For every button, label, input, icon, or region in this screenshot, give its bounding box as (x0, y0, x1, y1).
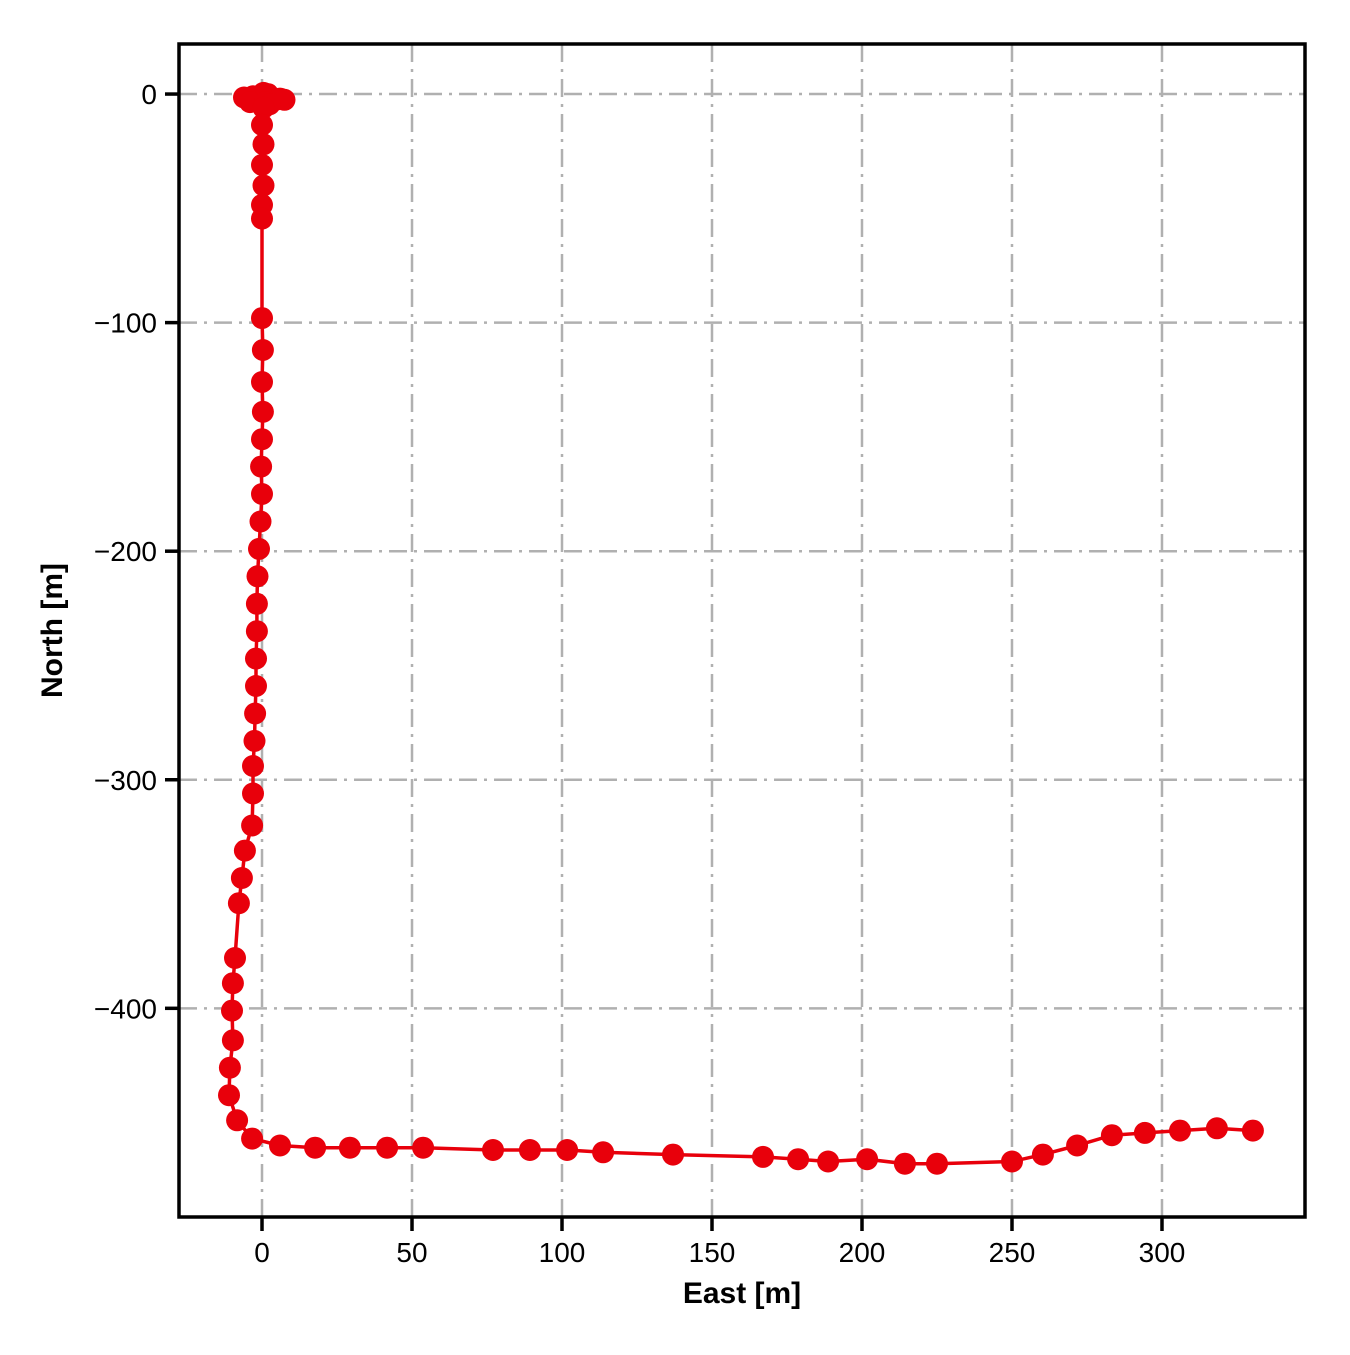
y-tick-label: −200 (94, 536, 157, 567)
data-point (245, 592, 268, 615)
data-point (227, 892, 250, 915)
data-point (243, 729, 266, 752)
data-point (248, 537, 270, 560)
data-point (252, 133, 275, 156)
data-point (230, 867, 253, 889)
data-point (251, 153, 273, 176)
x-tick-label: 100 (539, 1237, 586, 1268)
data-point (1100, 1124, 1123, 1147)
x-tick-label: 250 (989, 1237, 1036, 1268)
data-point (233, 839, 256, 862)
data-point (218, 1056, 241, 1079)
data-point (856, 1148, 879, 1171)
data-point (1066, 1134, 1089, 1157)
plot-background (179, 44, 1305, 1217)
data-point (251, 307, 273, 330)
y-axis-label: North [m] (36, 563, 69, 698)
data-point (251, 483, 273, 505)
y-tick-label: −400 (94, 993, 157, 1024)
data-point (893, 1152, 916, 1175)
y-tick-label: 0 (141, 79, 157, 110)
data-point (242, 755, 264, 777)
data-point (817, 1150, 840, 1173)
data-point (221, 972, 244, 995)
data-point (252, 174, 275, 197)
data-point (245, 647, 267, 670)
data-point (224, 947, 246, 969)
x-tick-label: 0 (254, 1237, 270, 1268)
data-point (376, 1136, 399, 1159)
data-point (245, 675, 267, 697)
data-point (251, 400, 274, 423)
data-point (338, 1136, 361, 1159)
data-point (245, 620, 268, 643)
data-point (592, 1141, 615, 1164)
data-point (250, 455, 273, 478)
data-point (304, 1136, 327, 1159)
data-point (269, 1134, 291, 1157)
data-point (1241, 1119, 1264, 1142)
x-tick-label: 300 (1139, 1237, 1186, 1268)
x-axis-label: East [m] (683, 1277, 801, 1310)
data-point (1205, 1117, 1228, 1140)
data-point (249, 510, 272, 533)
data-point (242, 782, 264, 805)
data-point (251, 371, 273, 393)
x-tick-label: 150 (689, 1237, 736, 1268)
y-tick-label: −100 (94, 308, 157, 339)
data-point (251, 339, 274, 361)
data-point (251, 207, 273, 230)
data-point (251, 113, 273, 136)
data-point (241, 1127, 264, 1150)
data-point (241, 814, 264, 837)
data-point (482, 1139, 504, 1161)
data-point (218, 1084, 240, 1107)
data-point (252, 96, 275, 119)
x-tick-label: 50 (396, 1237, 427, 1268)
data-point (246, 565, 269, 588)
data-point (752, 1145, 774, 1168)
data-point (244, 702, 267, 725)
x-tick-label: 200 (839, 1237, 886, 1268)
data-point (556, 1139, 579, 1161)
data-point (1031, 1143, 1054, 1166)
data-point (518, 1139, 541, 1161)
data-point (251, 428, 273, 451)
data-point (1133, 1121, 1156, 1144)
data-point (221, 999, 243, 1022)
data-point (662, 1143, 684, 1166)
data-point (1169, 1119, 1191, 1142)
data-point (1001, 1150, 1023, 1173)
data-point (221, 1029, 244, 1052)
data-point (787, 1148, 810, 1171)
plot-border (177, 42, 1307, 1219)
data-point (926, 1152, 948, 1175)
data-point (412, 1136, 435, 1159)
y-tick-label: −300 (94, 765, 157, 796)
data-point (226, 1109, 249, 1132)
